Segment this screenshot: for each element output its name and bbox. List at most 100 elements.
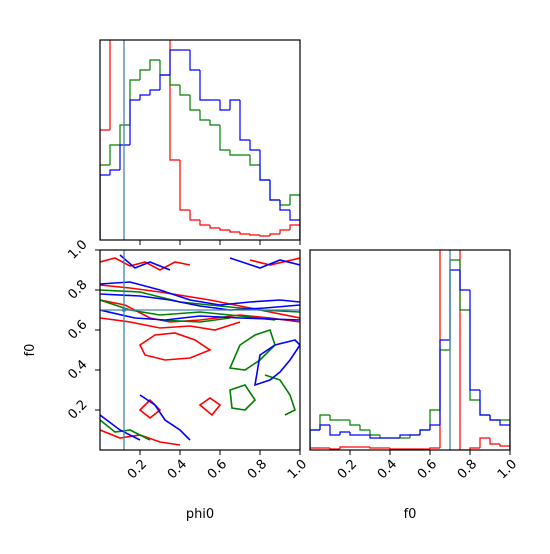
hist-step bbox=[199, 70, 210, 101]
hist-step bbox=[109, 40, 111, 130]
hist-step bbox=[139, 94, 150, 100]
hist-step bbox=[369, 447, 380, 449]
hist-step bbox=[209, 225, 220, 229]
hist-step bbox=[449, 269, 460, 340]
hist-step bbox=[469, 290, 480, 391]
hist-step bbox=[269, 233, 280, 236]
x-tick-label: 0.2 bbox=[335, 457, 360, 482]
hist-step bbox=[429, 447, 440, 449]
hist-step bbox=[249, 234, 260, 236]
y-tick-label: 1.0 bbox=[65, 237, 90, 262]
hist-step bbox=[109, 169, 120, 175]
hist-step bbox=[399, 434, 410, 438]
hist-step bbox=[289, 194, 300, 240]
hist-step bbox=[100, 164, 110, 240]
y-tick-label: 0.4 bbox=[65, 357, 90, 382]
truth-point bbox=[122, 308, 126, 312]
y-tick-label: 0.8 bbox=[65, 277, 90, 302]
hist-step bbox=[259, 235, 270, 237]
hist-step bbox=[199, 220, 210, 226]
hist-step bbox=[319, 414, 330, 430]
x-axis-label: phi0 bbox=[186, 507, 214, 522]
hist-step bbox=[159, 74, 170, 90]
frame bbox=[99, 39, 301, 241]
hist-step bbox=[459, 260, 470, 311]
hist-step bbox=[189, 210, 200, 221]
hist-step bbox=[169, 75, 180, 86]
hist-step bbox=[119, 144, 130, 170]
x-tick-label: 0.4 bbox=[375, 457, 400, 482]
hist-step bbox=[329, 448, 340, 450]
hist-step bbox=[189, 50, 200, 71]
hist-step bbox=[489, 415, 500, 421]
hist-step bbox=[229, 230, 240, 233]
hist-step bbox=[189, 95, 200, 111]
hist-step bbox=[339, 446, 350, 449]
hist-step bbox=[249, 140, 260, 151]
x-tick-label: 0.6 bbox=[415, 457, 440, 482]
hist-step bbox=[149, 89, 160, 95]
hist-step bbox=[279, 200, 290, 211]
x-tick-label: 0.8 bbox=[245, 457, 270, 482]
x-tick-label: 0.4 bbox=[165, 457, 190, 482]
hist-step bbox=[129, 99, 140, 145]
contours bbox=[100, 254, 300, 446]
hist-step bbox=[349, 432, 360, 436]
contour-blue bbox=[100, 254, 300, 441]
hist-step bbox=[289, 224, 300, 240]
hist-step bbox=[310, 429, 320, 450]
hist-step bbox=[129, 79, 140, 125]
hist-step bbox=[179, 85, 190, 96]
x-tick-label: 0.8 bbox=[455, 457, 480, 482]
hist-step bbox=[229, 150, 240, 156]
hist-step bbox=[219, 125, 230, 151]
hist-step bbox=[179, 160, 190, 211]
hist-step bbox=[469, 310, 480, 401]
hist-step bbox=[239, 100, 250, 141]
hist-step bbox=[100, 174, 110, 240]
hist-step bbox=[459, 270, 470, 291]
hist-step bbox=[349, 420, 360, 426]
hist-step bbox=[319, 424, 330, 430]
hist-step bbox=[219, 100, 230, 111]
hist-step bbox=[359, 425, 370, 431]
y-tick-label: 0.2 bbox=[65, 397, 90, 422]
histogram bbox=[310, 250, 510, 450]
hist-step bbox=[449, 259, 460, 350]
hist-step bbox=[289, 210, 300, 240]
hist-step bbox=[259, 150, 270, 181]
frame bbox=[99, 249, 301, 451]
hist-step bbox=[310, 447, 320, 450]
hist-step bbox=[169, 49, 180, 75]
histogram bbox=[100, 40, 300, 240]
hist-step bbox=[310, 429, 320, 450]
hist-step bbox=[199, 110, 210, 121]
hist-step bbox=[329, 415, 340, 421]
hist-step bbox=[479, 400, 490, 416]
x-tick-label: 0.6 bbox=[205, 457, 230, 482]
hist-step bbox=[499, 444, 510, 450]
hist-step bbox=[459, 250, 470, 450]
hist-step bbox=[369, 435, 380, 439]
hist-step bbox=[439, 339, 450, 425]
hist-step bbox=[369, 430, 380, 436]
hist-step bbox=[269, 180, 280, 201]
hist-step bbox=[500, 419, 510, 450]
x-axis-label: f0 bbox=[404, 507, 417, 522]
hist-step bbox=[169, 40, 180, 161]
hist-step bbox=[219, 228, 230, 231]
hist-step bbox=[419, 429, 430, 435]
hist-step bbox=[239, 232, 250, 235]
frame bbox=[309, 249, 511, 451]
hist-step bbox=[229, 99, 240, 110]
hist-step bbox=[339, 431, 350, 435]
x-tick-label: 1.0 bbox=[285, 457, 310, 482]
hist-step bbox=[419, 429, 430, 435]
hist-step bbox=[139, 69, 150, 80]
x-tick-label: 0.2 bbox=[125, 457, 150, 482]
hist-step bbox=[479, 437, 490, 448]
hist-step bbox=[149, 59, 160, 70]
hist-step bbox=[249, 155, 260, 166]
hist-step bbox=[439, 250, 441, 448]
